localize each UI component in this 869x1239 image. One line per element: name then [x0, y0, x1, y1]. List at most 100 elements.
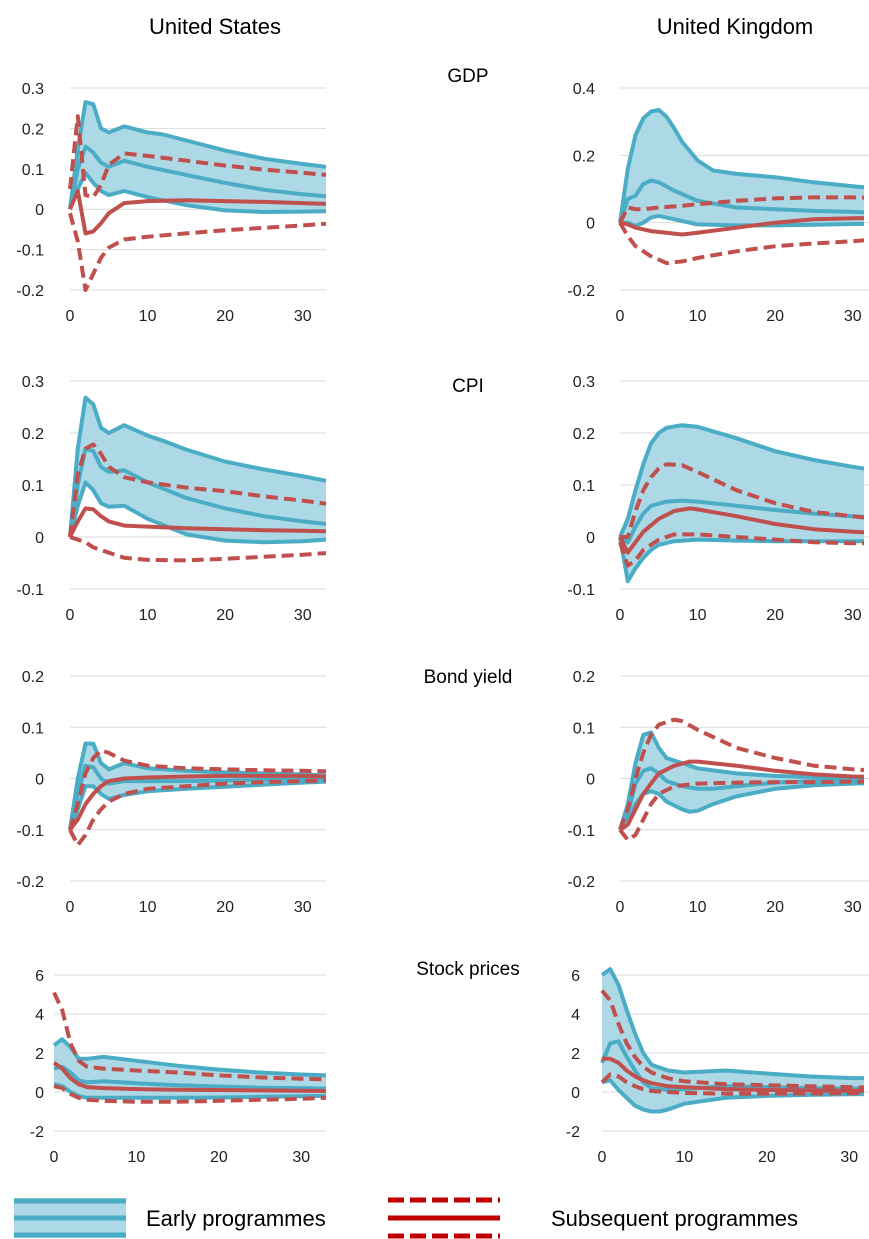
- series-early-upper-united-states-gdp: [68, 100, 327, 210]
- ytick-label-united-kingdom-cpi-0: -0.1: [567, 582, 595, 599]
- ytick-label-united-states-gdp-5: 0.3: [22, 81, 44, 98]
- series-sub-upper-united-kingdom-stock-prices: [600, 989, 864, 1090]
- series-early-lower-united-states-bond-yield: [68, 779, 327, 831]
- plot-area-united-kingdom-cpi: [618, 423, 864, 584]
- xtick-label-united-kingdom-stock-prices-3: 30: [840, 1149, 858, 1166]
- plot-area-united-states-gdp: [68, 100, 327, 292]
- panel-united-kingdom-bond-yield: -0.2 -0.1 0 0.1 0.2 0 10 20 30: [567, 669, 869, 916]
- series-sub-upper-united-kingdom-cpi: [620, 462, 864, 539]
- series-early-upper-united-kingdom-cpi: [618, 423, 864, 538]
- series-early-lower-united-states-gdp: [68, 170, 327, 214]
- series-sub-upper-united-kingdom-bond-yield: [618, 717, 864, 831]
- legend-early-label: Early programmes: [146, 1206, 326, 1231]
- ytick-label-united-states-stock-prices-2: 2: [35, 1046, 44, 1063]
- series-sub-upper-united-states-bond-yield: [68, 748, 327, 831]
- plot-area-united-states-stock-prices: [52, 991, 327, 1104]
- xtick-label-united-states-gdp-2: 20: [216, 308, 234, 325]
- ytick-label-united-kingdom-bond-yield-1: -0.1: [567, 823, 595, 840]
- row-label-cpi: CPI: [452, 376, 484, 397]
- ytick-label-united-kingdom-bond-yield-0: -0.2: [567, 874, 595, 891]
- xtick-label-united-states-stock-prices-2: 20: [210, 1149, 228, 1166]
- xtick-label-united-kingdom-bond-yield-3: 30: [844, 899, 862, 916]
- xtick-label-united-kingdom-stock-prices-1: 10: [676, 1149, 694, 1166]
- series-sub-mid-united-kingdom-bond-yield: [618, 759, 864, 832]
- xtick-label-united-states-bond-yield-3: 30: [294, 899, 312, 916]
- legend-early-swatch: [14, 1198, 126, 1238]
- series-sub-mid-united-kingdom-cpi: [618, 506, 864, 555]
- xtick-label-united-states-stock-prices-1: 10: [128, 1149, 146, 1166]
- band-early-united-kingdom-cpi: [620, 425, 864, 582]
- series-early-mid-united-kingdom-cpi: [618, 498, 864, 545]
- xtick-label-united-states-gdp-0: 0: [66, 308, 75, 325]
- series-early-mid-united-states-gdp: [68, 144, 327, 210]
- ytick-label-united-kingdom-gdp-1: 0: [586, 216, 595, 233]
- ytick-label-united-states-cpi-3: 0.2: [22, 426, 44, 443]
- ytick-label-united-kingdom-stock-prices-3: 4: [571, 1007, 580, 1024]
- ytick-label-united-states-bond-yield-2: 0: [35, 772, 44, 789]
- panel-united-states-gdp: -0.2 -0.1 0 0.1 0.2 0.3 0 10 20 30: [16, 81, 327, 325]
- ytick-label-united-kingdom-gdp-0: -0.2: [567, 283, 595, 300]
- chart-panels: -0.2-0.100.10.20.30 10 20 30-0.200.20.40 10 2…: [16, 81, 869, 1166]
- xtick-label-united-states-gdp-1: 10: [139, 308, 157, 325]
- xtick-label-united-kingdom-cpi-1: 10: [689, 607, 707, 624]
- series-early-mid-united-states-bond-yield: [68, 763, 327, 831]
- series-sub-lower-united-kingdom-bond-yield: [618, 779, 864, 842]
- ytick-label-united-states-gdp-4: 0.2: [22, 121, 44, 138]
- xtick-label-united-states-cpi-0: 0: [66, 607, 75, 624]
- column-title-united-kingdom: United Kingdom: [657, 14, 814, 39]
- xtick-label-united-states-bond-yield-1: 10: [139, 899, 157, 916]
- ytick-label-united-kingdom-bond-yield-3: 0.1: [573, 720, 595, 737]
- xtick-label-united-kingdom-stock-prices-2: 20: [758, 1149, 776, 1166]
- xtick-label-united-states-bond-yield-2: 20: [216, 899, 234, 916]
- xtick-label-united-kingdom-cpi-0: 0: [616, 607, 625, 624]
- legend-subsequent-swatch: [388, 1197, 500, 1239]
- ytick-label-united-states-stock-prices-1: 0: [35, 1085, 44, 1102]
- ytick-label-united-states-stock-prices-0: -2: [30, 1124, 44, 1141]
- series-early-mid-united-kingdom-stock-prices: [600, 1039, 864, 1092]
- xtick-label-united-kingdom-bond-yield-0: 0: [616, 899, 625, 916]
- series-early-upper-united-kingdom-stock-prices: [600, 967, 864, 1081]
- ytick-label-united-states-gdp-0: -0.2: [16, 283, 44, 300]
- series-sub-lower-united-kingdom-cpi: [618, 532, 864, 568]
- series-sub-mid-united-kingdom-gdp: [619, 216, 864, 237]
- ytick-label-united-kingdom-stock-prices-0: -2: [566, 1124, 580, 1141]
- xtick-label-united-kingdom-bond-yield-2: 20: [766, 899, 784, 916]
- xtick-label-united-kingdom-gdp-1: 10: [689, 308, 707, 325]
- ytick-label-united-kingdom-bond-yield-2: 0: [586, 772, 595, 789]
- ytick-label-united-kingdom-bond-yield-4: 0.2: [573, 669, 595, 686]
- row-label-stock-prices: Stock prices: [416, 959, 519, 980]
- ytick-label-united-kingdom-cpi-1: 0: [586, 530, 595, 547]
- panel-united-states-stock-prices: -2 0 2 4 6 0 10 20 30: [30, 968, 327, 1166]
- column-title-united-states: United States: [149, 14, 281, 39]
- band-early-united-states-cpi: [70, 397, 326, 543]
- series-early-lower-united-states-cpi: [68, 480, 327, 545]
- ytick-label-united-kingdom-cpi-4: 0.3: [573, 374, 595, 391]
- xtick-label-united-states-stock-prices-0: 0: [50, 1149, 59, 1166]
- series-early-upper-united-states-bond-yield: [68, 741, 327, 831]
- xtick-label-united-states-stock-prices-3: 30: [292, 1149, 310, 1166]
- series-sub-lower-united-kingdom-stock-prices: [600, 1072, 864, 1096]
- plot-area-united-kingdom-gdp: [618, 107, 864, 266]
- series-early-upper-united-kingdom-gdp: [618, 107, 864, 223]
- xtick-label-united-kingdom-gdp-0: 0: [616, 308, 625, 325]
- ytick-label-united-states-gdp-1: -0.1: [16, 243, 44, 260]
- plot-area-united-kingdom-stock-prices: [600, 967, 864, 1114]
- plot-area-united-states-cpi: [68, 395, 327, 563]
- series-early-lower-united-states-stock-prices: [53, 1082, 327, 1100]
- xtick-label-united-kingdom-bond-yield-1: 10: [689, 899, 707, 916]
- ytick-label-united-states-bond-yield-3: 0.1: [22, 720, 44, 737]
- series-sub-lower-united-states-gdp: [68, 212, 327, 292]
- band-early-united-kingdom-gdp: [620, 109, 864, 226]
- series-sub-mid-united-kingdom-stock-prices: [602, 1056, 864, 1093]
- row-label-bond-yield: Bond yield: [424, 667, 513, 688]
- ytick-label-united-kingdom-stock-prices-2: 2: [571, 1046, 580, 1063]
- series-early-upper-united-kingdom-bond-yield: [618, 730, 864, 831]
- ytick-label-united-states-stock-prices-4: 6: [35, 968, 44, 985]
- xtick-label-united-kingdom-gdp-3: 30: [844, 308, 862, 325]
- series-sub-upper-united-states-cpi: [68, 442, 327, 538]
- xtick-label-united-states-cpi-2: 20: [216, 607, 234, 624]
- ytick-label-united-states-cpi-4: 0.3: [22, 374, 44, 391]
- panel-united-states-bond-yield: -0.2 -0.1 0 0.1 0.2 0 10 20 30: [16, 669, 327, 916]
- series-early-mid-united-kingdom-gdp: [618, 178, 864, 224]
